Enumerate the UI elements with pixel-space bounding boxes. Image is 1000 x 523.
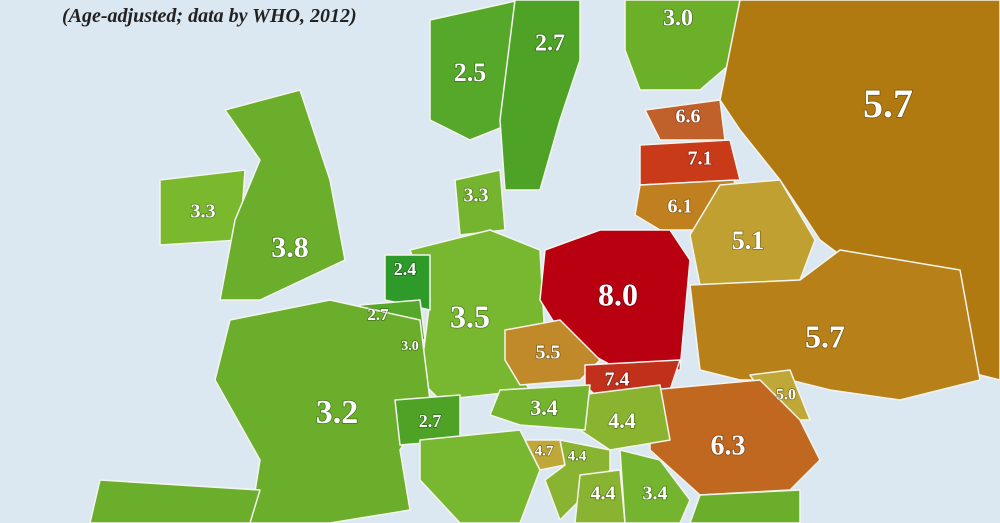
croatia: [544, 439, 611, 521]
value-label: 2.7: [535, 31, 565, 57]
czechia: [504, 319, 601, 386]
finland: [624, 0, 741, 91]
value-label: 2.4: [394, 259, 417, 279]
value-labels: 2.5 2.7 3.0 5.7 6.6 7.1 6.1 5.1 3.3 3.8 …: [190, 5, 914, 506]
denmark: [454, 169, 506, 236]
value-label: 2.7: [367, 305, 389, 324]
serbia: [619, 449, 691, 523]
value-label: 3.3: [464, 185, 489, 207]
norway: [429, 0, 521, 141]
value-label: 3.4: [643, 483, 668, 505]
value-label: 5.1: [732, 226, 765, 255]
value-label: 5.7: [863, 81, 913, 126]
value-label: 6.1: [668, 196, 693, 218]
sweden: [499, 0, 581, 191]
value-label: 6.6: [676, 106, 701, 128]
value-label: 5.7: [805, 318, 845, 354]
value-label: 7.4: [605, 369, 630, 391]
value-label: 7.1: [688, 148, 713, 170]
value-label: 3.4: [530, 395, 558, 420]
value-label: 4.7: [535, 443, 554, 459]
value-label: 2.5: [454, 58, 487, 87]
countries: [89, 0, 1000, 523]
bulgaria: [689, 489, 801, 523]
uk: [219, 89, 346, 301]
france: [214, 299, 431, 523]
value-label: 3.0: [663, 6, 693, 32]
poland: [539, 229, 691, 371]
value-label: 4.4: [591, 483, 616, 505]
value-label: 4.4: [568, 448, 587, 464]
italy: [419, 429, 541, 523]
bosnia: [574, 469, 626, 523]
value-label: 3.8: [271, 231, 309, 264]
value-label: 3.5: [450, 298, 490, 334]
value-label: 3.3: [191, 201, 216, 223]
value-label: 4.4: [608, 408, 636, 433]
value-label: 8.0: [598, 276, 638, 312]
value-label: 6.3: [711, 430, 746, 461]
value-label: 5.0: [776, 387, 796, 404]
spain: [89, 479, 261, 523]
value-label: 2.7: [419, 411, 442, 431]
romania: [649, 379, 821, 496]
netherlands: [384, 254, 431, 311]
subtitle: (Age-adjusted; data by WHO, 2012): [62, 5, 357, 27]
value-label: 3.2: [316, 394, 359, 431]
austria: [489, 384, 591, 431]
value-label: 5.5: [536, 342, 561, 364]
latvia: [639, 139, 741, 186]
ukraine: [689, 249, 981, 401]
value-label: 3.0: [401, 339, 419, 354]
